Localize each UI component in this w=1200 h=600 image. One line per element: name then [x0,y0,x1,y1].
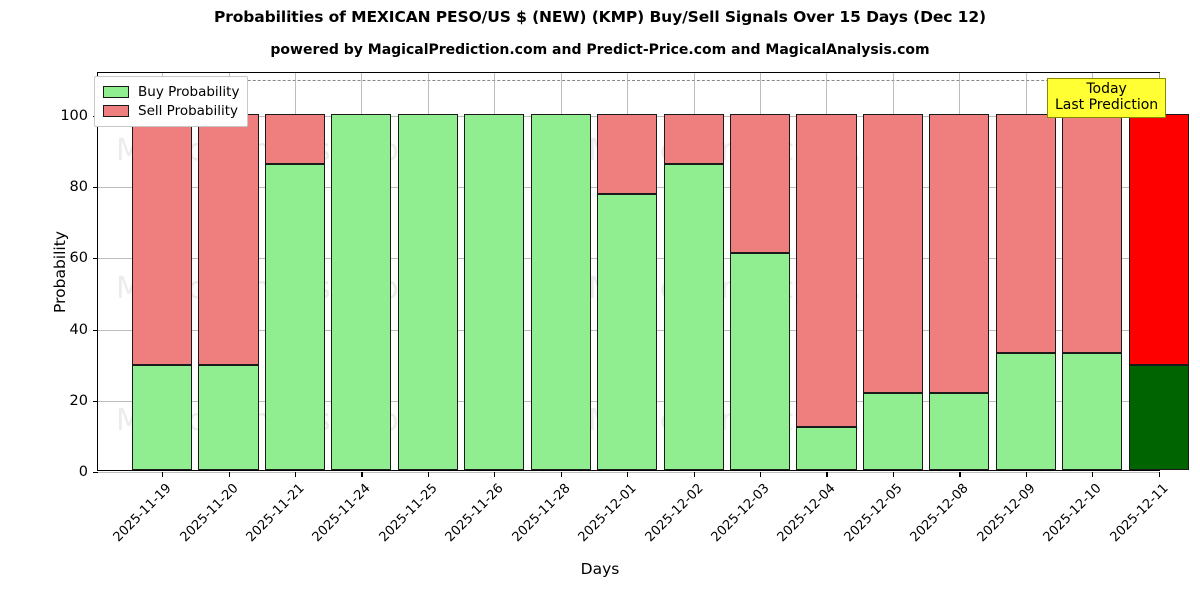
legend-label: Buy Probability [138,83,240,100]
bar-segment-sell[interactable] [796,113,857,428]
bar-segment-buy[interactable] [995,353,1056,470]
x-tick-mark [959,472,961,477]
y-tick-label: 100 [60,107,88,124]
bar-segment-buy[interactable] [1062,353,1123,470]
x-tick-mark [162,472,164,477]
bar-group[interactable] [862,71,923,470]
x-tick-mark [892,472,895,477]
legend-item: Buy Probability [103,82,239,101]
plot-inner: MagicalAnalysis.comMagicalPrediction.com… [98,71,1189,473]
bar-segment-sell[interactable] [995,113,1056,354]
bar-segment-buy[interactable] [464,113,525,470]
bar-segment-buy[interactable] [132,364,193,470]
today-annotation: Today Last Prediction [1047,78,1167,119]
legend-label: Sell Probability [138,102,239,119]
x-tick-mark [427,472,429,477]
bar-segment-buy[interactable] [729,252,791,470]
bar-segment-buy[interactable] [1128,364,1189,470]
bar-segment-sell[interactable] [729,113,791,253]
y-tick-mark [93,258,98,260]
y-tick-label: 20 [69,392,88,409]
bar-segment-buy[interactable] [264,163,325,470]
x-tick-mark [1025,472,1027,477]
y-tick-mark [93,329,98,331]
bar-segment-sell[interactable] [198,113,259,365]
bar-group[interactable] [464,71,525,470]
bar-segment-buy[interactable] [331,113,392,470]
bar-group[interactable] [995,71,1056,470]
x-tick-mark [1092,472,1094,477]
bar-group[interactable] [597,71,658,470]
bar-segment-sell[interactable] [264,113,325,164]
x-tick-mark [228,472,230,477]
y-tick-mark [93,400,98,402]
x-tick-mark [826,472,828,477]
legend-swatch-sell [103,104,129,117]
bar-group[interactable] [796,71,857,470]
legend-swatch-buy [103,85,129,98]
bar-group[interactable] [729,71,791,470]
bar-group[interactable] [1062,71,1123,470]
legend-item: Sell Probability [103,101,239,120]
x-tick-mark [560,472,562,477]
bar-segment-buy[interactable] [862,393,923,470]
today-annotation-line2: Last Prediction [1055,96,1159,113]
x-tick-mark [494,472,496,477]
x-axis-label: Days [580,560,620,578]
y-tick-mark [93,472,98,474]
bar-segment-buy[interactable] [530,113,591,470]
y-tick-mark [93,187,98,189]
bar-group[interactable] [198,71,259,470]
chart-legend: Buy Probability Sell Probability [94,76,249,127]
bar-segment-buy[interactable] [796,427,857,470]
x-tick-mark [1158,472,1160,477]
bar-group[interactable] [530,71,591,470]
plot-area: MagicalAnalysis.comMagicalPrediction.com… [51,71,1189,545]
chart-title: Probabilities of MEXICAN PESO/US $ (NEW)… [213,8,987,26]
bar-segment-buy[interactable] [663,163,724,470]
y-tick-label: 60 [69,250,88,267]
bar-segment-buy[interactable] [929,393,990,470]
y-axis-label: Probability [51,230,69,313]
bar-segment-sell[interactable] [1062,113,1123,354]
chart-subtitle: powered by MagicalPrediction.com and Pre… [270,42,930,58]
bar-group[interactable] [264,71,325,470]
x-tick-mark [760,472,762,477]
x-tick-mark [361,472,363,477]
bar-segment-sell[interactable] [663,113,724,164]
x-tick-mark [627,472,629,477]
reference-dashed-line [98,80,1159,82]
bar-segment-sell[interactable] [597,113,658,194]
bar-segment-sell[interactable] [929,113,990,394]
bar-group[interactable] [132,71,193,470]
bar-group[interactable] [331,71,392,470]
bar-group[interactable] [929,71,990,470]
bar-segment-sell[interactable] [132,113,193,365]
bar-segment-sell[interactable] [1128,113,1189,365]
x-tick-mark [294,472,297,477]
bar-segment-buy[interactable] [397,113,458,470]
bar-group[interactable] [1128,71,1189,470]
x-tick-mark [693,472,695,477]
y-tick-label: 80 [69,179,88,195]
today-annotation-line1: Today [1086,81,1127,97]
bar-segment-sell[interactable] [862,113,923,394]
gridline-horizontal [98,472,1159,473]
bar-segment-buy[interactable] [597,193,658,470]
y-tick-label: 40 [69,321,88,338]
bar-segment-buy[interactable] [198,364,259,470]
y-tick-label: 0 [78,464,88,480]
bar-group[interactable] [397,71,458,470]
bar-group[interactable] [663,71,724,470]
